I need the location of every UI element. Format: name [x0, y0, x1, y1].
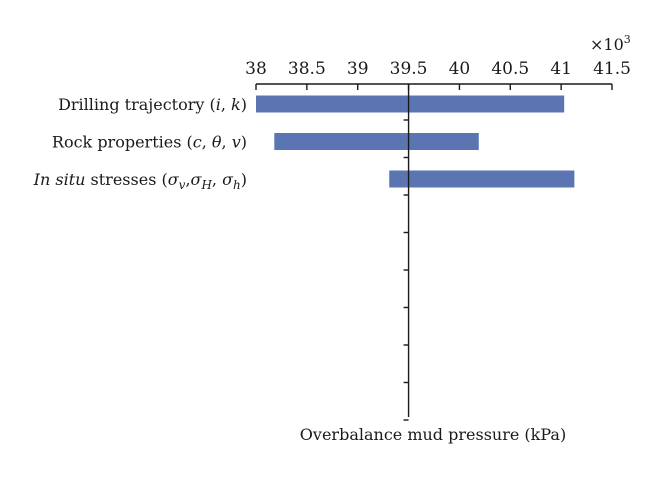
x-multiplier-label: ×103	[590, 33, 631, 54]
x-multiplier-base: ×10	[590, 35, 624, 54]
x-tick-label: 41.5	[593, 59, 631, 79]
x-tick-label: 40	[449, 59, 471, 79]
x-multiplier-exponent: 3	[624, 33, 631, 46]
bar	[389, 170, 575, 188]
bar	[274, 133, 479, 150]
category-labels: Drilling trajectory (i, k) Rock propertie…	[33, 95, 247, 192]
x-tick-label: 38.5	[288, 59, 326, 79]
x-axis-title: Overbalance mud pressure (kPa)	[300, 425, 566, 444]
x-tick-label: 40.5	[491, 59, 529, 79]
x-tick-label: 38	[245, 59, 267, 79]
bars	[256, 95, 575, 188]
x-axis: 38 38.5 39 39.5 40 40.5 41 41.5	[245, 59, 631, 421]
category-label: Drilling trajectory (i, k)	[58, 95, 247, 114]
category-label: In situ stresses (σv,σH, σh)	[33, 170, 247, 192]
x-tick-label: 39.5	[390, 59, 428, 79]
bar	[256, 95, 565, 113]
x-tick-label: 41	[550, 59, 572, 79]
x-tick-label: 39	[347, 59, 369, 79]
category-label: Rock properties (c, θ, v)	[52, 133, 247, 152]
